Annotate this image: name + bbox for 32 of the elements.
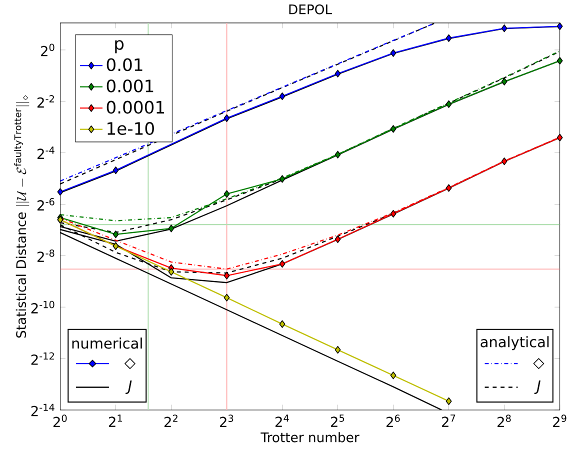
- x-tick-label: 2$^{1}$: [108, 414, 122, 427]
- annotation: ◇: [533, 358, 544, 369]
- y-tick-label: 2$^{-14}$: [31, 404, 54, 416]
- legend-label: 1e-10: [108, 122, 154, 135]
- legend-label: 0.001: [106, 79, 154, 92]
- y-tick-label: 2$^{-10}$: [31, 300, 54, 314]
- y-tick-label: 2$^{-8}$: [37, 249, 54, 262]
- annotation: numerical: [72, 337, 142, 349]
- annotation: J: [534, 380, 540, 394]
- annotation: J: [125, 380, 132, 394]
- y-tick-label: 2$^{-2}$: [37, 94, 54, 108]
- y-tick-label: 2$^{0}$: [40, 44, 54, 56]
- annotation: ◇: [124, 358, 136, 369]
- x-tick-label: 2$^{4}$: [275, 414, 289, 427]
- x-tick-label: 2$^{5}$: [330, 414, 344, 427]
- x-tick-label: 2$^{6}$: [386, 414, 400, 427]
- x-tick-label: 2$^{9}$: [553, 414, 566, 427]
- y-axis-title: $\mbox{Statistical Distance }||\mathcal{U}-\mathcal{E}^{\mathrm{faultyTrotter}}||_{\diamond}$: [14, 95, 30, 338]
- y-tick-label: 2$^{-6}$: [37, 198, 54, 210]
- y-tick-label: 2$^{-4}$: [37, 146, 54, 159]
- legend-label: 0.0001: [106, 100, 164, 114]
- x-tick-label: 2$^{3}$: [220, 414, 234, 427]
- x-tick-label: 2$^{0}$: [53, 414, 67, 427]
- legend-title: p: [115, 40, 124, 53]
- y-tick-label: 2$^{-12}$: [31, 352, 54, 365]
- x-tick-label: 2$^{8}$: [498, 414, 511, 427]
- annotation: analytical: [480, 336, 549, 350]
- x-tick-label: 2$^{2}$: [164, 414, 178, 427]
- x-tick-label: 2$^{7}$: [442, 414, 456, 427]
- chart-title: DEPOL: [289, 4, 332, 14]
- legend-label: 0.01: [106, 58, 142, 71]
- x-axis-title: Trotter number: [260, 432, 360, 442]
